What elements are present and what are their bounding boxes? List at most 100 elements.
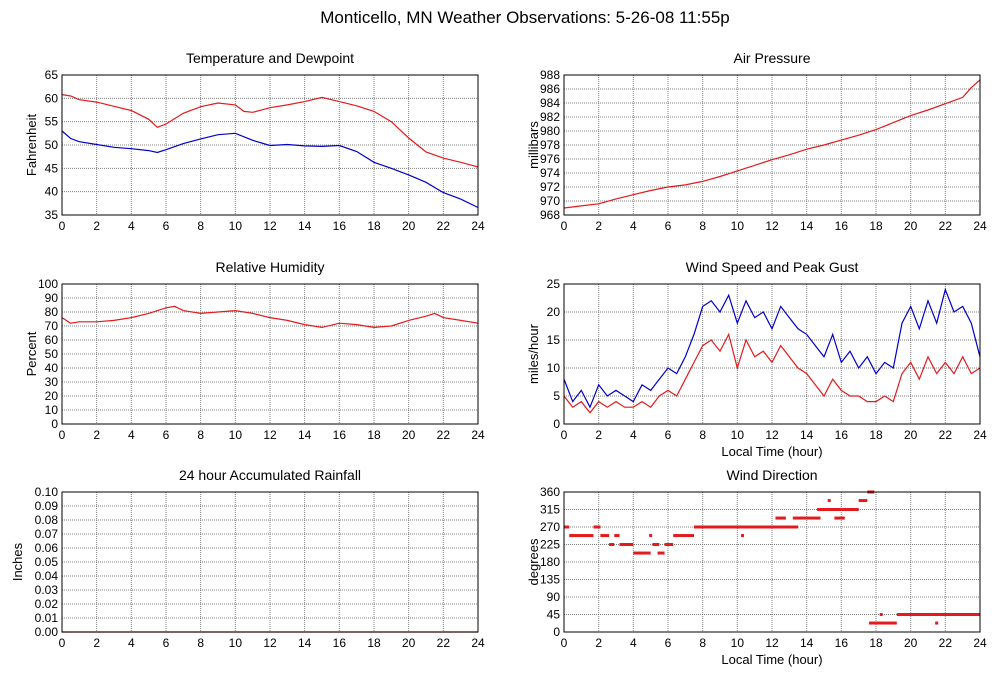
y-tick-label: 60 [45, 333, 59, 347]
direction-segment [657, 551, 665, 555]
y-tick-label: 80 [45, 305, 59, 319]
x-tick-label: 4 [128, 636, 135, 650]
x-tick-label: 2 [595, 636, 602, 650]
x-tick-label: 10 [229, 636, 243, 650]
x-tick-label: 4 [128, 428, 135, 442]
x-tick-label: 18 [869, 636, 883, 650]
direction-segment [827, 508, 842, 511]
x-tick-label: 8 [197, 428, 204, 442]
x-tick-label: 14 [800, 219, 814, 233]
y-tick-label: 15 [547, 333, 561, 347]
x-tick-label: 2 [93, 219, 100, 233]
direction-point [741, 534, 745, 538]
x-tick-label: 16 [835, 428, 849, 442]
y-tick-label: 0.02 [35, 597, 59, 611]
direction-segment [593, 525, 601, 529]
x-tick-label: 24 [973, 636, 987, 650]
y-axis-label: degrees [526, 538, 541, 585]
x-tick-label: 10 [229, 219, 243, 233]
direction-segment [817, 508, 828, 511]
direction-point [649, 534, 653, 538]
chart-title: Relative Humidity [216, 259, 325, 275]
y-tick-label: 45 [45, 161, 59, 175]
y-tick-label: 180 [540, 555, 560, 569]
y-tick-label: 225 [540, 538, 560, 552]
y-tick-label: 60 [45, 91, 59, 105]
y-axis-label: millibars [526, 121, 541, 169]
y-tick-label: 65 [45, 68, 59, 82]
y-tick-label: 30 [45, 375, 59, 389]
x-tick-label: 24 [973, 428, 987, 442]
x-tick-label: 12 [765, 219, 779, 233]
x-tick-label: 2 [93, 428, 100, 442]
direction-segment [673, 534, 694, 538]
y-tick-label: 100 [38, 277, 58, 291]
x-tick-label: 18 [367, 219, 381, 233]
y-tick-label: 982 [540, 110, 560, 124]
y-tick-label: 0.01 [35, 611, 59, 625]
plot-frame [61, 283, 479, 425]
x-tick-label: 14 [298, 219, 312, 233]
y-tick-label: 315 [540, 503, 560, 517]
y-tick-label: 986 [540, 82, 560, 96]
x-tick-label: 22 [939, 219, 953, 233]
x-tick-label: 0 [59, 636, 66, 650]
y-tick-label: 20 [45, 389, 59, 403]
direction-segment [841, 508, 859, 511]
direction-segment [775, 516, 786, 520]
direction-segment [600, 534, 610, 538]
direction-segment [858, 499, 868, 503]
y-tick-label: 90 [547, 590, 561, 604]
y-tick-label: 0.07 [35, 527, 59, 541]
x-tick-label: 12 [263, 219, 277, 233]
chart-title: Wind Speed and Peak Gust [686, 259, 859, 275]
direction-point [571, 534, 575, 538]
y-tick-label: 20 [547, 305, 561, 319]
x-tick-label: 16 [333, 636, 347, 650]
plot-frame [563, 74, 981, 216]
x-tick-label: 6 [665, 219, 672, 233]
series-line-wind-speed [563, 332, 981, 414]
x-tick-label: 18 [869, 219, 883, 233]
x-tick-label: 14 [800, 636, 814, 650]
plot-frame [563, 283, 981, 425]
x-tick-label: 0 [59, 428, 66, 442]
x-tick-label: 18 [367, 636, 381, 650]
y-axis-label: Percent [24, 331, 39, 376]
y-tick-label: 0 [553, 417, 560, 431]
x-tick-label: 10 [731, 219, 745, 233]
y-tick-label: 70 [45, 319, 59, 333]
x-axis-label: Local Time (hour) [721, 652, 822, 667]
direction-segment [896, 613, 980, 616]
x-tick-label: 18 [869, 428, 883, 442]
x-tick-label: 24 [471, 219, 485, 233]
x-tick-label: 0 [59, 219, 66, 233]
chart-title: 24 hour Accumulated Rainfall [179, 467, 361, 483]
direction-point [640, 551, 644, 555]
chart-title: Air Pressure [733, 50, 810, 66]
x-tick-label: 10 [731, 636, 745, 650]
x-tick-label: 14 [298, 636, 312, 650]
y-tick-label: 0.10 [35, 485, 59, 499]
x-tick-label: 8 [699, 219, 706, 233]
series-line-air-pressure [563, 79, 981, 209]
y-tick-label: 0.05 [35, 555, 59, 569]
y-tick-label: 35 [45, 208, 59, 222]
y-tick-label: 135 [540, 573, 560, 587]
direction-segment [834, 516, 845, 520]
y-tick-label: 50 [45, 347, 59, 361]
x-tick-label: 20 [904, 428, 918, 442]
direction-point [564, 525, 568, 529]
y-tick-label: 0.06 [35, 541, 59, 555]
y-tick-label: 988 [540, 68, 560, 82]
x-tick-label: 16 [835, 636, 849, 650]
y-tick-label: 968 [540, 208, 560, 222]
x-tick-label: 4 [128, 219, 135, 233]
y-axis-label: miles/hour [526, 323, 541, 384]
x-tick-label: 0 [561, 219, 568, 233]
